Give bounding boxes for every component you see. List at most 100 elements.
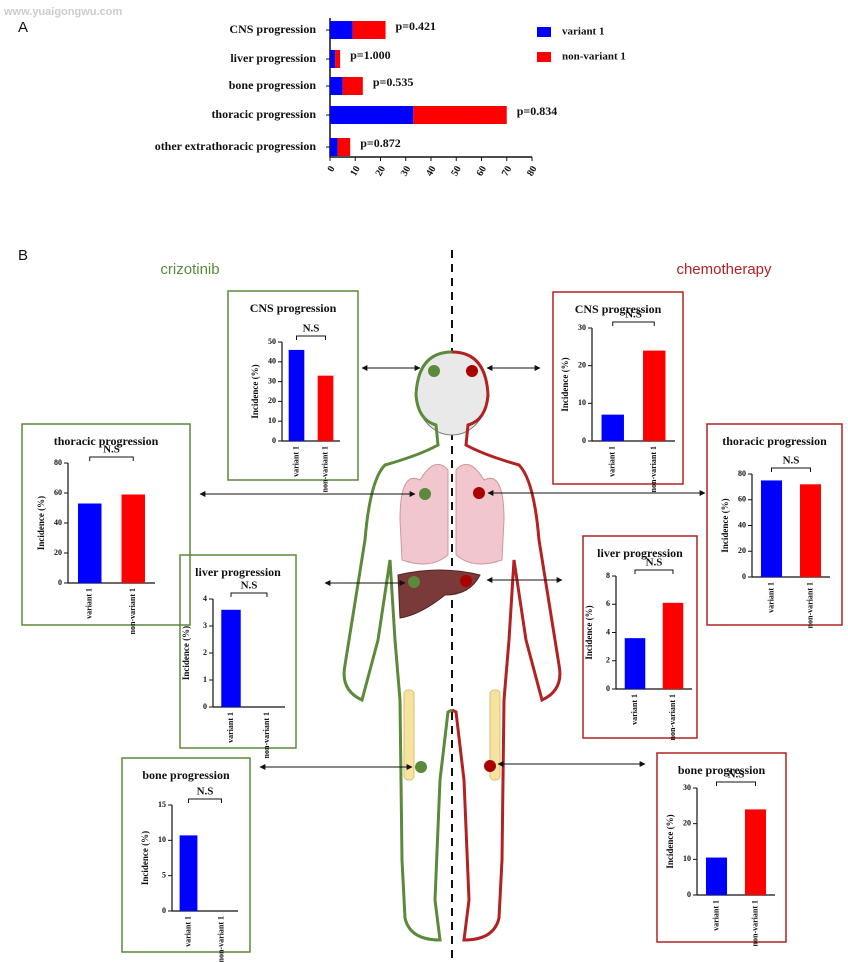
chart-title: CNS progression <box>250 301 337 315</box>
chart-frame <box>706 423 843 626</box>
p-value: p=0.535 <box>373 75 414 89</box>
x-tick-label: 60 <box>475 164 490 178</box>
y-tick-label: 3 <box>203 621 207 630</box>
y-tick-label: 80 <box>54 458 62 467</box>
significance-label: N.S <box>241 580 258 592</box>
category-label: bone progression <box>229 78 317 92</box>
bar <box>705 857 728 895</box>
x-tick-label: non-variant 1 <box>262 712 271 758</box>
y-tick-label: 0 <box>162 906 166 915</box>
x-tick-label: variant 1 <box>85 588 94 619</box>
significance-label: N.S <box>303 323 320 335</box>
y-tick-label: 20 <box>738 546 746 555</box>
body-illustration <box>199 250 706 958</box>
bar-segment <box>330 106 414 124</box>
y-tick-label: 60 <box>738 495 746 504</box>
bar <box>288 349 305 441</box>
x-tick-label: 20 <box>374 164 389 178</box>
bar-segment <box>330 50 336 68</box>
y-tick-label: 5 <box>162 870 166 879</box>
chart-frame <box>227 290 359 481</box>
category-label: thoracic progression <box>211 107 316 121</box>
bar-segment <box>330 138 338 156</box>
x-tick-label: 10 <box>348 164 363 178</box>
chart-title: liver progression <box>597 546 683 560</box>
significance-bracket <box>612 321 655 326</box>
chart-title: CNS progression <box>575 302 662 316</box>
y-axis-label: Incidence (%) <box>560 357 570 411</box>
significance-label: N.S <box>197 786 214 798</box>
x-tick-label: non-variant 1 <box>216 916 225 962</box>
chart-frame <box>656 752 787 943</box>
x-tick-label: non-variant 1 <box>750 900 759 946</box>
group-label: chemotherapy <box>676 261 772 278</box>
legend-label: non-variant 1 <box>562 51 626 63</box>
bar <box>799 484 822 577</box>
x-tick-label: 40 <box>424 164 439 178</box>
significance-bracket <box>296 335 326 340</box>
y-tick-label: 4 <box>203 594 207 603</box>
x-tick-label: variant 1 <box>766 582 775 613</box>
y-axis-label: Incidence (%) <box>140 831 150 885</box>
significance-bracket <box>634 569 674 574</box>
bar <box>221 609 241 707</box>
bar <box>643 350 666 441</box>
chart-title: liver progression <box>195 565 281 579</box>
category-label: CNS progression <box>229 22 316 36</box>
y-tick-label: 1 <box>203 675 207 684</box>
y-tick-label: 2 <box>606 656 610 665</box>
bar-segment <box>335 50 341 68</box>
bar-segment <box>330 21 353 39</box>
y-tick-label: 0 <box>272 436 276 445</box>
category-label: liver progression <box>230 51 316 65</box>
y-tick-label: 10 <box>268 416 276 425</box>
bar-segment <box>330 77 343 95</box>
y-tick-label: 50 <box>268 337 276 346</box>
y-tick-label: 10 <box>683 854 691 863</box>
p-value: p=1.000 <box>350 48 391 62</box>
chart-title: bone progression <box>678 763 766 777</box>
y-tick-label: 10 <box>158 835 166 844</box>
x-tick-label: 0 <box>326 164 338 174</box>
y-tick-label: 60 <box>54 488 62 497</box>
x-tick-label: non-variant 1 <box>649 446 658 492</box>
x-tick-label: 70 <box>500 164 515 178</box>
significance-bracket <box>188 798 222 803</box>
chart-title: thoracic progression <box>722 434 827 448</box>
chart-frame <box>552 291 684 485</box>
x-tick-label: variant 1 <box>711 900 720 931</box>
x-tick-label: variant 1 <box>291 446 300 477</box>
chart-title: thoracic progression <box>54 434 159 448</box>
significance-label: N.S <box>783 455 800 467</box>
significance-bracket <box>716 781 756 786</box>
y-axis-label: Incidence (%) <box>181 626 191 680</box>
y-tick-label: 20 <box>683 818 691 827</box>
chart-title: bone progression <box>142 768 230 782</box>
x-tick-label: 30 <box>399 164 414 178</box>
y-tick-label: 0 <box>58 578 62 587</box>
x-tick-label: non-variant 1 <box>668 694 677 740</box>
bar-segment <box>413 106 507 124</box>
group-label: crizotinib <box>160 261 219 278</box>
p-value: p=0.834 <box>517 104 558 118</box>
y-tick-label: 0 <box>203 702 207 711</box>
legend-swatch <box>537 52 551 62</box>
y-tick-label: 20 <box>268 396 276 405</box>
bar <box>760 480 783 577</box>
y-axis-label: Incidence (%) <box>665 814 675 868</box>
y-tick-label: 4 <box>606 627 610 636</box>
y-tick-label: 40 <box>54 518 62 527</box>
x-tick-label: 50 <box>449 164 464 178</box>
x-tick-label: non-variant 1 <box>128 588 137 634</box>
legend-label: variant 1 <box>562 26 604 38</box>
watermark: www.yuaigongwu.com <box>3 6 122 18</box>
y-tick-label: 40 <box>738 520 746 529</box>
y-tick-label: 6 <box>606 599 610 608</box>
y-axis-label: Incidence (%) <box>720 498 730 552</box>
x-tick-label: non-variant 1 <box>805 582 814 628</box>
bar <box>744 809 767 895</box>
panel-label: B <box>18 247 28 264</box>
p-value: p=0.872 <box>360 136 401 150</box>
significance-label: N.S <box>728 769 745 781</box>
